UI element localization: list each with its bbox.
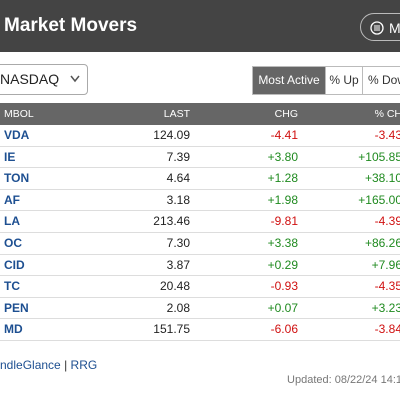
cell: 7.39 (166, 149, 190, 164)
cell: -4.41 (270, 128, 298, 142)
table-row: AF 3.18 +1.98 +165.00 (0, 190, 400, 212)
cell: +0.29 (267, 257, 298, 272)
separator: | (64, 358, 68, 372)
cell: -0.93 (270, 279, 298, 294)
exchange-value: NASDAQ (0, 71, 60, 87)
column-header: % CH (374, 108, 400, 120)
table-row: MD 151.75 -6.06 -3.84 (0, 319, 400, 341)
cell: +0.07 (267, 300, 298, 315)
cell: 3.18 (166, 192, 190, 207)
symbol-link[interactable]: CID (4, 257, 25, 272)
table-row: TC 20.48 -0.93 -4.35 (0, 276, 400, 298)
cell: +165.00 (358, 192, 400, 207)
cell: -3.43 (374, 128, 400, 142)
updated: Updated: 08/22/24 14:1 (287, 374, 400, 386)
footer-links: ndleGlance | RRG (0, 358, 97, 372)
cell: +86.26 (364, 236, 400, 250)
symbol-link[interactable]: MD (4, 322, 23, 337)
menu-button[interactable]: Mo (360, 13, 400, 41)
symbol-link[interactable]: IE (4, 149, 16, 164)
cell: +38.10 (364, 171, 400, 186)
table-row: IE 7.39 +3.80 +105.85 (0, 147, 400, 169)
menu-label: Mo (389, 20, 400, 36)
exchange-select[interactable]: NASDAQ (0, 64, 88, 95)
symbol-link[interactable]: LA (4, 214, 20, 229)
cell: -3.84 (374, 322, 400, 337)
cell: 20.48 (159, 279, 190, 294)
tab[interactable]: Most Active (252, 66, 326, 95)
cell: 151.75 (153, 322, 190, 337)
cell: 124.09 (153, 128, 190, 142)
cell: +1.28 (267, 171, 298, 186)
cell: -6.06 (270, 322, 298, 337)
cell: -9.81 (270, 214, 298, 229)
symbol-link[interactable]: OC (4, 236, 22, 250)
column-header: CHG (274, 108, 298, 120)
cell: +3.80 (267, 149, 298, 164)
tab[interactable]: % Dow (362, 66, 400, 95)
table-row: TON 4.64 +1.28 +38.10 (0, 168, 400, 190)
link[interactable]: ndleGlance (0, 358, 61, 372)
column-header: LAST (163, 108, 190, 120)
symbol-link[interactable]: TC (4, 279, 20, 294)
cell: -4.39 (374, 214, 400, 229)
cell: +3.38 (267, 236, 298, 250)
cell: +7.96 (371, 257, 400, 272)
cell: +105.85 (358, 149, 400, 164)
cell: 3.87 (166, 257, 190, 272)
table-row: OC 7.30 +3.38 +86.26 (0, 233, 400, 255)
title: Market Movers (4, 15, 138, 36)
header: Market Movers Mo (0, 0, 400, 52)
table-row: CID 3.87 +0.29 +7.96 (0, 255, 400, 277)
symbol-link[interactable]: AF (4, 192, 20, 207)
menu-icon (370, 21, 384, 35)
symbol-link[interactable]: TON (4, 171, 30, 186)
column-header: MBOL (4, 108, 34, 120)
cell: 7.30 (166, 236, 190, 250)
chevron (70, 75, 80, 83)
table-row: LA 213.46 -9.81 -4.39 (0, 211, 400, 233)
cell: 2.08 (166, 300, 190, 315)
symbol-link[interactable]: VDA (4, 128, 30, 142)
table-row: VDA 124.09 -4.41 -3.43 (0, 125, 400, 147)
tab[interactable]: % Up (325, 66, 363, 95)
cell: +3.23 (371, 300, 400, 315)
table-row: PEN 2.08 +0.07 +3.23 (0, 298, 400, 320)
link[interactable]: RRG (70, 358, 98, 372)
cell: +1.98 (267, 192, 298, 207)
symbol-link[interactable]: PEN (4, 300, 29, 315)
cell: -4.35 (374, 279, 400, 294)
cell: 4.64 (166, 171, 190, 186)
table-header: MBOL LAST CHG % CH (0, 103, 400, 125)
cell: 213.46 (153, 214, 190, 229)
